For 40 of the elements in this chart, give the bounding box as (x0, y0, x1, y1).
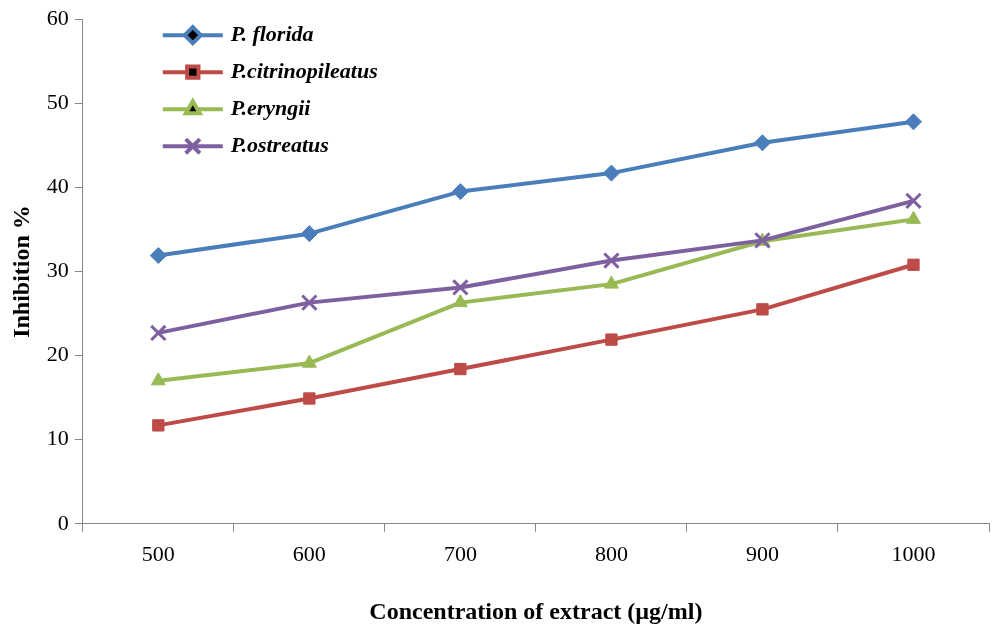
legend-label: P.citrinopileatus (229, 57, 378, 83)
y-tick-label: 0 (57, 509, 69, 535)
point (149, 324, 167, 342)
point (603, 275, 619, 289)
point (907, 258, 920, 271)
point (904, 192, 923, 210)
point (451, 278, 469, 297)
point (452, 294, 468, 308)
x-axis-title: Concentration of extract (µg/ml) (369, 597, 703, 624)
y-tick-label: 50 (46, 89, 69, 115)
point (303, 392, 316, 405)
x-tick-label: 600 (292, 540, 326, 566)
point (454, 362, 467, 376)
point (451, 183, 469, 201)
point (150, 372, 166, 386)
point (152, 419, 165, 432)
y-tick-label: 10 (46, 425, 69, 451)
x-tick-label: 800 (594, 540, 628, 566)
point (605, 333, 618, 346)
point (602, 164, 620, 182)
legend-label: P.ostreatus (229, 131, 329, 157)
point (904, 113, 922, 131)
x-tick-label: 500 (141, 540, 175, 566)
point (300, 294, 318, 312)
point (300, 225, 318, 243)
y-tick-label: 40 (46, 173, 69, 199)
y-tick-label: 60 (46, 4, 69, 30)
point (301, 354, 317, 368)
y-axis-title: Inhibition % (7, 205, 34, 338)
y-tick-label: 20 (46, 341, 69, 367)
y-tick-label: 30 (46, 257, 69, 283)
legend-label: P. florida (229, 20, 314, 46)
x-tick-label: 1000 (891, 540, 936, 566)
x-tick-label: 900 (745, 540, 779, 566)
point (756, 303, 769, 316)
legend-label: P.eryngii (229, 94, 312, 120)
point (149, 247, 167, 265)
point (753, 134, 771, 152)
point (602, 252, 620, 270)
x-tick-label: 700 (443, 540, 477, 566)
